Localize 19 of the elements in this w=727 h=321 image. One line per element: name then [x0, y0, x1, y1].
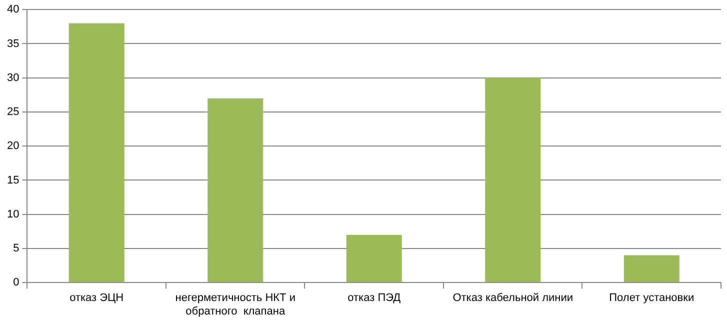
y-tick-label: 35: [6, 38, 20, 50]
x-tick-label: негерметичность НКТ и обратного клапана: [175, 292, 296, 318]
y-tick-label: 5: [13, 242, 20, 255]
bar: [485, 78, 541, 282]
y-tick-label: 0: [13, 276, 20, 289]
x-tick-label: отказ ПЭД: [348, 292, 402, 304]
y-tick-label: 40: [6, 4, 20, 16]
y-tick-label: 20: [6, 140, 20, 152]
bar: [208, 98, 264, 282]
bar: [68, 23, 124, 282]
x-tick-label: Отказ кабельной линии: [452, 292, 574, 304]
y-tick-label: 30: [6, 72, 20, 84]
bar: [624, 255, 680, 282]
y-tick-label: 15: [6, 174, 20, 186]
y-tick-label: 10: [6, 208, 20, 220]
bar: [346, 234, 402, 282]
x-tick-label: Полет установки: [609, 292, 694, 304]
y-tick-label: 25: [6, 106, 20, 118]
x-tick-label: отказ ЭЦН: [70, 292, 124, 304]
